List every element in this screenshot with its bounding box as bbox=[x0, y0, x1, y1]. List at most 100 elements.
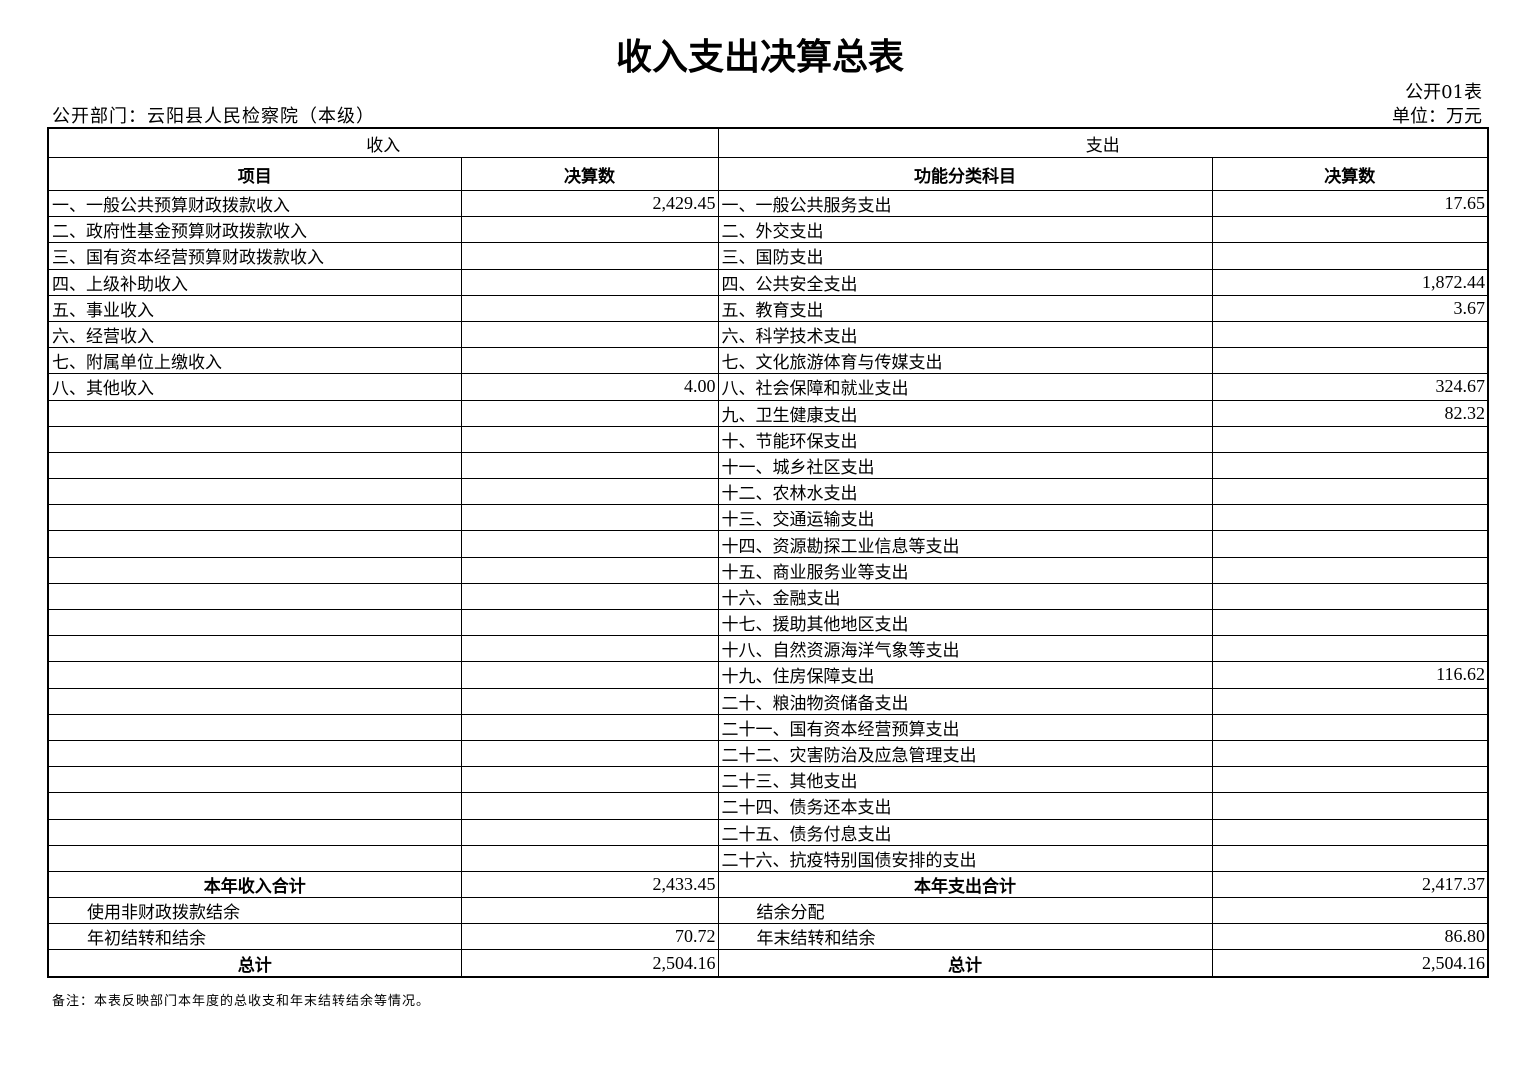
expense-amount bbox=[1211, 556, 1489, 584]
table-row: 十二、农林水支出 bbox=[47, 478, 1489, 506]
expense-amount bbox=[1211, 347, 1489, 375]
summary-expense-label: 总计 bbox=[717, 949, 1213, 978]
table-row: 十九、住房保障支出 116.62 bbox=[47, 661, 1489, 689]
expense-item: 二十一、国有资本经营预算支出 bbox=[717, 713, 1213, 741]
income-item: 六、经营收入 bbox=[47, 320, 462, 349]
function-header: 功能分类科目 bbox=[717, 157, 1213, 191]
income-item bbox=[47, 713, 462, 741]
unit-label: 单位：万元 bbox=[1392, 106, 1482, 127]
expense-item: 十七、援助其他地区支出 bbox=[717, 608, 1213, 637]
table-row: 九、卫生健康支出 82.32 bbox=[47, 399, 1489, 427]
expense-item: 十六、金融支出 bbox=[717, 582, 1213, 611]
table-row: 十六、金融支出 bbox=[47, 582, 1489, 611]
income-amount bbox=[460, 608, 719, 637]
income-amount bbox=[460, 399, 719, 427]
summary-income-label: 使用非财政拨款结余 bbox=[47, 897, 462, 925]
income-item bbox=[47, 661, 462, 689]
table-row: 二十二、灾害防治及应急管理支出 bbox=[47, 739, 1489, 768]
expense-item: 十九、住房保障支出 bbox=[717, 661, 1213, 689]
income-amount bbox=[460, 818, 719, 846]
expense-item: 一、一般公共服务支出 bbox=[717, 189, 1213, 218]
income-amount bbox=[460, 320, 719, 349]
income-item bbox=[47, 818, 462, 846]
income-amount bbox=[460, 478, 719, 506]
expense-item: 十一、城乡社区支出 bbox=[717, 451, 1213, 480]
summary-row: 使用非财政拨款结余 结余分配 bbox=[47, 897, 1489, 925]
income-amount bbox=[460, 504, 719, 532]
expense-item: 二十二、灾害防治及应急管理支出 bbox=[717, 739, 1213, 768]
summary-expense-label: 年末结转和结余 bbox=[717, 923, 1213, 951]
summary-row: 总计 2,504.16 总计 2,504.16 bbox=[47, 949, 1489, 978]
income-item bbox=[47, 504, 462, 532]
income-amount bbox=[460, 844, 719, 872]
income-amount bbox=[460, 582, 719, 611]
income-item bbox=[47, 739, 462, 768]
income-amount bbox=[460, 713, 719, 741]
summary-income-amount: 2,433.45 bbox=[460, 870, 719, 899]
table-row: 十七、援助其他地区支出 bbox=[47, 608, 1489, 637]
table-row: 二十四、债务还本支出 bbox=[47, 792, 1489, 820]
income-item: 三、国有资本经营预算财政拨款收入 bbox=[47, 242, 462, 270]
expense-header: 支出 bbox=[717, 127, 1489, 158]
summary-expense-amount: 2,504.16 bbox=[1211, 949, 1489, 978]
expense-item: 十四、资源勘探工业信息等支出 bbox=[717, 530, 1213, 558]
expense-amount bbox=[1211, 582, 1489, 611]
expense-amount bbox=[1211, 478, 1489, 506]
summary-expense-label: 结余分配 bbox=[717, 897, 1213, 925]
expense-amount bbox=[1211, 687, 1489, 715]
income-item: 一、一般公共预算财政拨款收入 bbox=[47, 189, 462, 218]
summary-expense-amount: 2,417.37 bbox=[1211, 870, 1489, 899]
income-amount bbox=[460, 739, 719, 768]
expense-amount bbox=[1211, 425, 1489, 453]
income-amount bbox=[460, 530, 719, 558]
expense-amount: 82.32 bbox=[1211, 399, 1489, 427]
expense-amount bbox=[1211, 792, 1489, 820]
table-row: 二、政府性基金预算财政拨款收入 二、外交支出 bbox=[47, 216, 1489, 244]
income-amount bbox=[460, 766, 719, 794]
table-row: 二十六、抗疫特别国债安排的支出 bbox=[47, 844, 1489, 872]
expense-amount: 1,872.44 bbox=[1211, 268, 1489, 296]
expense-item: 二十三、其他支出 bbox=[717, 766, 1213, 794]
summary-expense-amount bbox=[1211, 897, 1489, 925]
expense-item: 十、节能环保支出 bbox=[717, 425, 1213, 453]
expense-item: 五、教育支出 bbox=[717, 294, 1213, 322]
income-item bbox=[47, 425, 462, 453]
table-code: 公开01表 bbox=[1405, 82, 1482, 103]
summary-income-amount: 2,504.16 bbox=[460, 949, 719, 978]
expense-item: 二十、粮油物资储备支出 bbox=[717, 687, 1213, 715]
amount-header-expense: 决算数 bbox=[1211, 157, 1489, 191]
page-title: 收入支出决算总表 bbox=[615, 37, 904, 78]
expense-item: 十五、商业服务业等支出 bbox=[717, 556, 1213, 584]
table-row: 五、事业收入 五、教育支出 3.67 bbox=[47, 294, 1489, 322]
table-row: 十、节能环保支出 bbox=[47, 425, 1489, 453]
expense-item: 二十五、债务付息支出 bbox=[717, 818, 1213, 846]
expense-amount bbox=[1211, 320, 1489, 349]
expense-item: 六、科学技术支出 bbox=[717, 320, 1213, 349]
expense-amount bbox=[1211, 530, 1489, 558]
expense-item: 十八、自然资源海洋气象等支出 bbox=[717, 635, 1213, 663]
expense-amount bbox=[1211, 504, 1489, 532]
income-item bbox=[47, 687, 462, 715]
expense-amount bbox=[1211, 242, 1489, 270]
summary-row: 本年收入合计 2,433.45 本年支出合计 2,417.37 bbox=[47, 870, 1489, 899]
summary-income-label: 总计 bbox=[47, 949, 462, 978]
expense-item: 十二、农林水支出 bbox=[717, 478, 1213, 506]
income-item: 四、上级补助收入 bbox=[47, 268, 462, 296]
expense-amount bbox=[1211, 739, 1489, 768]
income-item bbox=[47, 635, 462, 663]
expense-amount bbox=[1211, 216, 1489, 244]
income-amount bbox=[460, 635, 719, 663]
income-item bbox=[47, 556, 462, 584]
income-item bbox=[47, 766, 462, 794]
table-row: 十四、资源勘探工业信息等支出 bbox=[47, 530, 1489, 558]
income-item bbox=[47, 608, 462, 637]
expense-amount bbox=[1211, 818, 1489, 846]
footnote: 备注：本表反映部门本年度的总收支和年末结转结余等情况。 bbox=[52, 994, 431, 1009]
income-item: 七、附属单位上缴收入 bbox=[47, 347, 462, 375]
income-amount bbox=[460, 425, 719, 453]
table-row: 四、上级补助收入 四、公共安全支出 1,872.44 bbox=[47, 268, 1489, 296]
table-row: 十一、城乡社区支出 bbox=[47, 451, 1489, 480]
header-row-columns: 项目 决算数 功能分类科目 决算数 bbox=[47, 157, 1489, 191]
expense-item: 七、文化旅游体育与传媒支出 bbox=[717, 347, 1213, 375]
header-row-sections: 收入 支出 bbox=[47, 127, 1489, 158]
